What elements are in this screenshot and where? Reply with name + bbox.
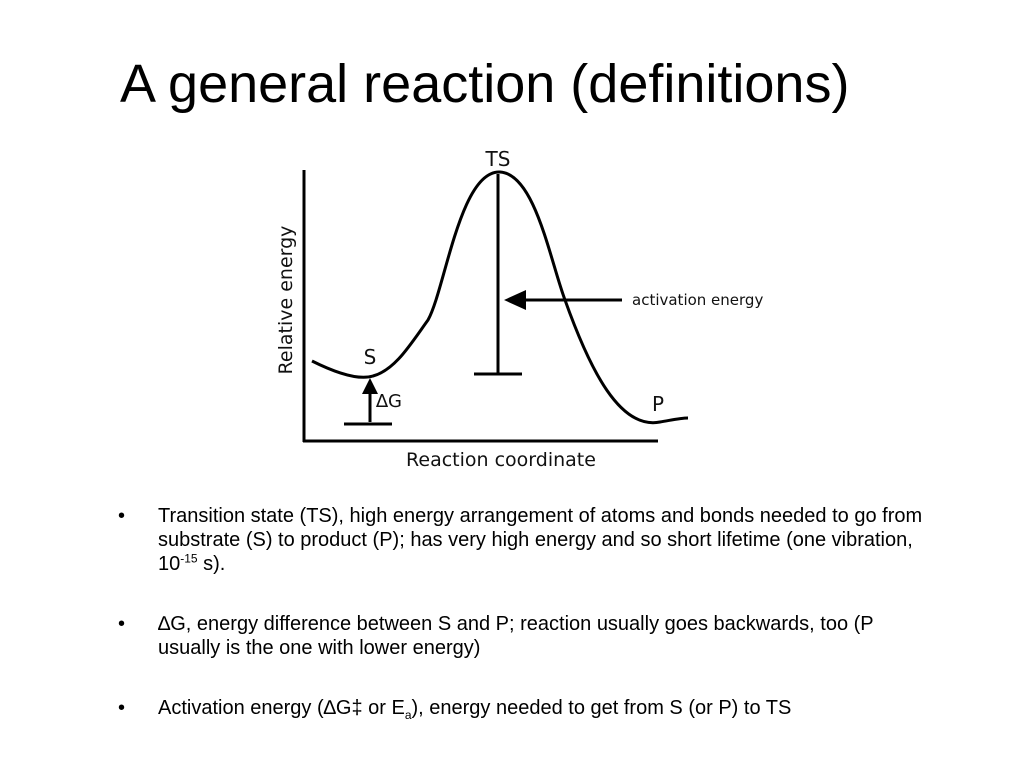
- bullet-text: Activation energy (: [158, 697, 324, 719]
- delta-symbol: ∆: [375, 391, 389, 412]
- bullet-marker: •: [118, 505, 126, 527]
- bullet-marker: •: [118, 613, 126, 635]
- delta-g-arrow-head: [362, 378, 378, 394]
- delta-g-label: ∆G: [375, 391, 402, 412]
- delta-symbol: ∆: [158, 613, 171, 635]
- definition-list: • Transition state (TS), high energy arr…: [118, 504, 938, 756]
- energy-curve: [311, 170, 689, 425]
- slide-title: A general reaction (definitions): [120, 54, 850, 114]
- energy-diagram: TS S P ∆G activation energy Reaction coo…: [260, 140, 800, 480]
- delta-g-letter: G: [388, 391, 402, 412]
- bullet-transition-state: • Transition state (TS), high energy arr…: [118, 504, 938, 576]
- bullet-text-end: s).: [197, 553, 226, 575]
- bullet-delta-g: • ∆G, energy difference between S and P;…: [118, 612, 938, 660]
- bullet-text-end: ), energy needed to get from S (or P) to…: [411, 697, 792, 719]
- ts-label: TS: [485, 147, 511, 171]
- bullet-text-middle: G‡ or E: [335, 697, 405, 719]
- delta-symbol: ∆: [323, 697, 336, 719]
- activation-energy-label: activation energy: [632, 291, 763, 309]
- energy-diagram-svg: TS S P ∆G activation energy Reaction coo…: [275, 147, 763, 471]
- exponent: -15: [180, 551, 198, 566]
- activation-arrow-head: [504, 290, 526, 310]
- y-axis-label: Relative energy: [275, 226, 297, 375]
- bullet-text: Transition state (TS), high energy arran…: [158, 505, 923, 575]
- bullet-marker: •: [118, 697, 126, 719]
- p-label: P: [652, 392, 664, 416]
- s-label: S: [364, 345, 377, 369]
- x-axis-label: Reaction coordinate: [406, 449, 596, 471]
- bullet-activation-energy: • Activation energy (∆G‡ or Ea), energy …: [118, 696, 938, 722]
- bullet-text: G, energy difference between S and P; re…: [158, 613, 874, 659]
- subscript: a: [404, 708, 412, 722]
